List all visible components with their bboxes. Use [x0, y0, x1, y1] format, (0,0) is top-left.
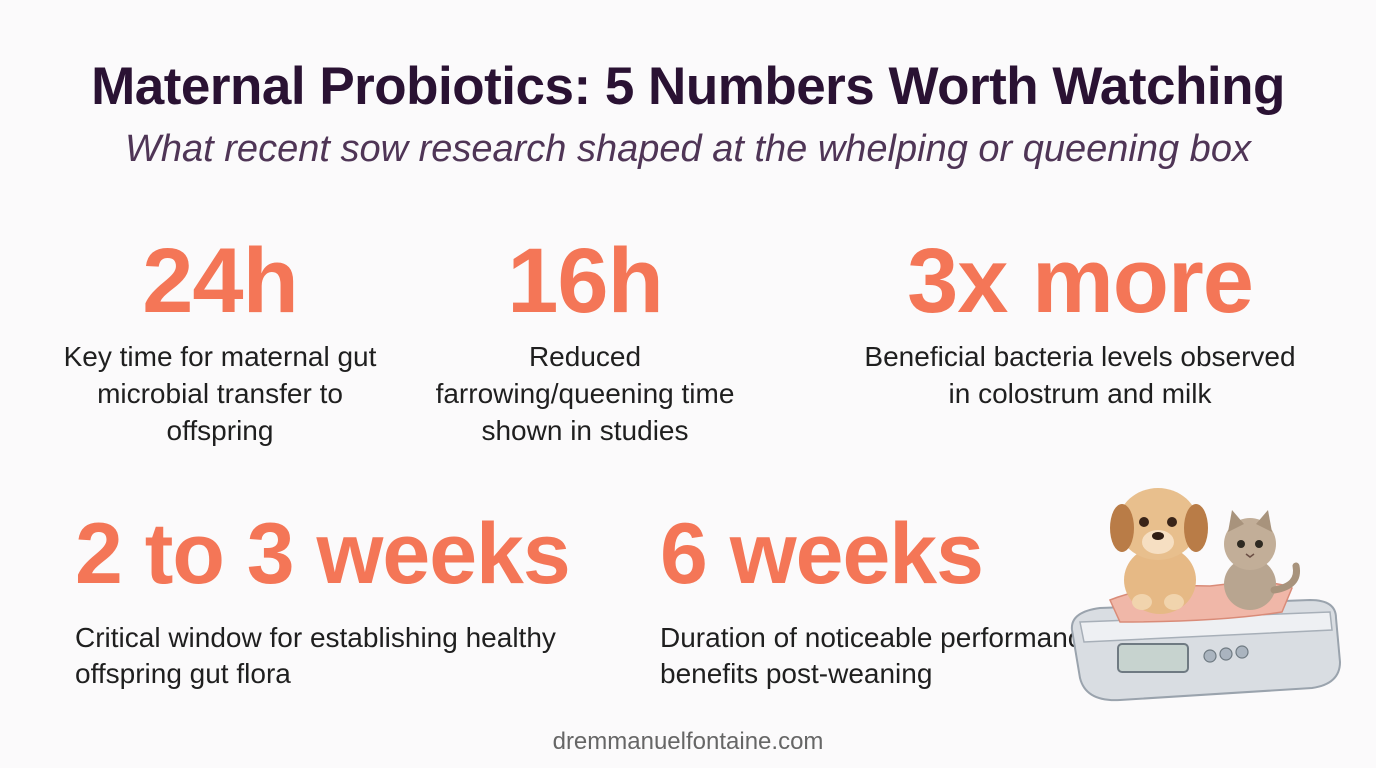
stat-description: Duration of noticeable performance benef… [660, 622, 1098, 689]
stat-value: 16h [507, 230, 664, 332]
page-subtitle: What recent sow research shaped at the w… [125, 128, 1251, 170]
stat-description: Beneficial bacteria levels observed in c… [864, 341, 1296, 409]
stat-value: 6 weeks [660, 506, 984, 602]
stat-description: Reduced farrowing/queening time shown in… [435, 341, 735, 446]
footer-website: dremmanuelfontaine.com [552, 728, 824, 755]
stat-card-farrowing-time: 16h Reduced farrowing/queening time show… [410, 226, 760, 449]
stat-description: Key time for maternal gut microbial tran… [63, 341, 377, 446]
stat-value: 3x more [907, 230, 1254, 332]
stat-value: 24h [142, 230, 299, 332]
stat-value: 2 to 3 weeks [75, 506, 571, 602]
stat-card-critical-window: 2 to 3 weeks Critical window for establi… [75, 504, 635, 692]
stat-description: Critical window for establishing healthy… [75, 622, 556, 689]
page-title: Maternal Probiotics: 5 Numbers Worth Wat… [91, 57, 1285, 116]
stat-card-benefit-duration: 6 weeks Duration of noticeable performan… [660, 504, 1160, 692]
stat-card-transfer-time: 24h Key time for maternal gut microbial … [60, 226, 380, 449]
stat-card-bacteria-levels: 3x more Beneficial bacteria levels obser… [855, 226, 1305, 412]
puppy-kitten-on-scale-icon [1070, 488, 1342, 702]
